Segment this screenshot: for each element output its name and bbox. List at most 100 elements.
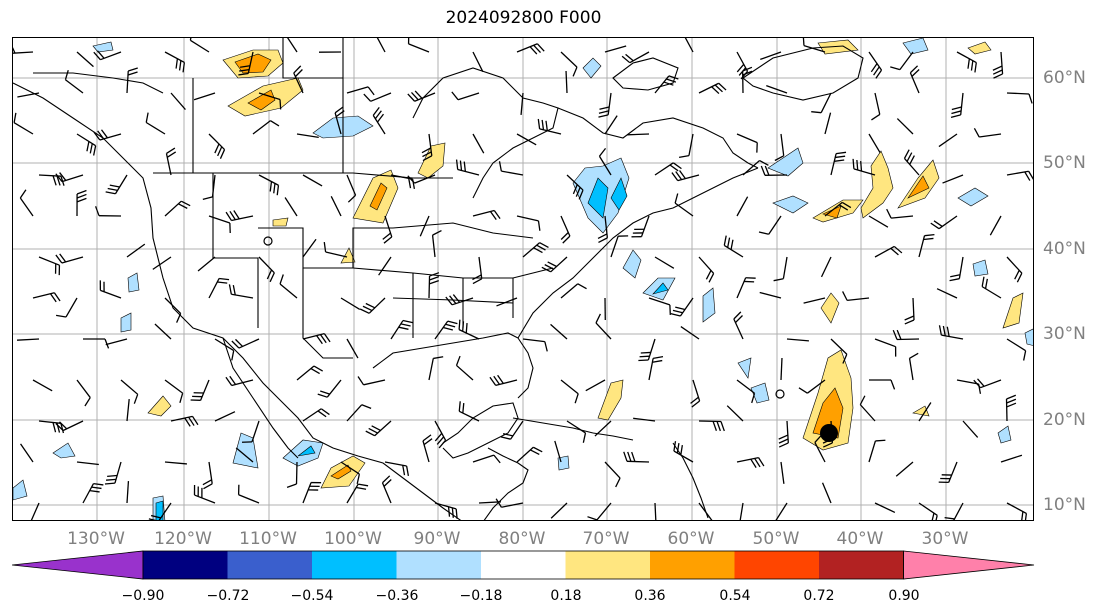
wind-barb (489, 374, 518, 387)
wind-barb (918, 502, 938, 520)
wind-barb (428, 356, 444, 381)
colorbar-tick: −0.18 (459, 588, 503, 604)
wind-barb (736, 133, 758, 153)
wind-barb (989, 215, 1002, 236)
wind-barb (407, 38, 430, 53)
wind-barb (104, 461, 122, 485)
wind-barb (973, 378, 1002, 389)
colorbar-tick: −0.90 (121, 588, 165, 604)
wind-barb (758, 215, 782, 235)
wind-barb (874, 338, 897, 357)
wind-barb (786, 338, 809, 342)
wind-barb (550, 323, 568, 340)
storm-center-marker (775, 389, 785, 399)
colorbar-segment (396, 551, 482, 579)
wind-barb (346, 86, 375, 96)
wind-barb (690, 379, 701, 408)
wind-barb (498, 161, 524, 176)
lat-label-60n: 60°N (1043, 68, 1086, 88)
wind-barb (164, 200, 191, 217)
wind-barb (908, 352, 919, 381)
colorbar-tick: −0.54 (290, 588, 334, 604)
lat-label-10n: 10°N (1043, 495, 1086, 515)
colorbar-segment (565, 551, 651, 579)
wind-barb (654, 75, 679, 94)
lon-label-120w: 120°W (154, 529, 212, 549)
wind-barb (698, 420, 725, 432)
wind-barb (522, 338, 548, 352)
wind-barb (241, 420, 260, 443)
wind-barb (478, 501, 502, 504)
wind-barb (105, 174, 128, 195)
negative-anomaly-blobs (13, 38, 1033, 520)
wind-barb (1006, 92, 1033, 104)
wind-barb (949, 256, 964, 282)
lon-label-30w: 30°W (921, 529, 969, 549)
wind-barb (55, 172, 84, 183)
wind-barb (302, 408, 330, 422)
wind-barb (287, 38, 298, 53)
wind-barb (739, 502, 744, 520)
colorbar-segment (819, 551, 904, 579)
wind-barb (821, 482, 832, 504)
lon-label-80w: 80°W (498, 529, 546, 549)
wind-barb (938, 325, 964, 340)
wind-barb (495, 498, 524, 508)
wind-barb (909, 65, 920, 94)
wind-barb (566, 174, 584, 200)
wind-barb (225, 375, 254, 387)
wind-barb (145, 112, 166, 135)
wind-barb (633, 417, 656, 422)
wind-barb (560, 379, 579, 404)
wind-barb (610, 235, 629, 258)
wind-barb (165, 147, 177, 176)
wind-barb (126, 399, 130, 422)
wind-barb (372, 107, 386, 135)
wind-barb (598, 147, 612, 176)
wind-barb (638, 338, 656, 362)
wind-barb (742, 159, 769, 176)
wind-barb (674, 193, 694, 217)
wind-barb (323, 241, 348, 258)
wind-barb (99, 280, 122, 299)
wind-barb (904, 297, 915, 325)
wind-barb (566, 420, 587, 443)
wind-barb (871, 92, 881, 121)
wind-barb (874, 502, 896, 514)
wind-barb (458, 319, 480, 340)
wind-barb (868, 379, 896, 390)
map-title: 2024092800 F000 (445, 8, 602, 28)
wind-barb (472, 133, 485, 154)
wind-barb (258, 92, 282, 110)
wind-barb (286, 461, 298, 488)
wind-barb (648, 356, 664, 381)
wind-barb (942, 174, 964, 184)
wind-barb (193, 485, 216, 504)
wind-barb (992, 51, 1004, 79)
wind-barb (868, 439, 886, 463)
wind-barb (654, 256, 675, 269)
colorbar (12, 550, 1035, 580)
wind-barb (736, 196, 749, 217)
wind-barb (726, 405, 744, 422)
wind-barb (214, 338, 235, 361)
wind-barb (903, 149, 920, 176)
wind-barb (811, 92, 832, 114)
wind-barb (698, 502, 713, 520)
wind-barb (956, 51, 977, 73)
wind-barb (550, 502, 568, 519)
wind-barb (981, 276, 1002, 299)
wind-barb (82, 482, 104, 504)
wind-barb (76, 379, 91, 407)
wind-barb (235, 447, 254, 463)
colorbar-segment (143, 551, 228, 579)
wind-barb (604, 45, 627, 53)
wind-barb (598, 92, 612, 118)
wind-barb (237, 484, 260, 504)
wind-barb (541, 256, 568, 273)
wind-barb (774, 133, 785, 162)
lon-label-40w: 40°W (836, 529, 884, 549)
wind-barb (93, 50, 122, 61)
wind-barb (775, 502, 788, 520)
lat-label-50n: 50°N (1043, 153, 1086, 173)
